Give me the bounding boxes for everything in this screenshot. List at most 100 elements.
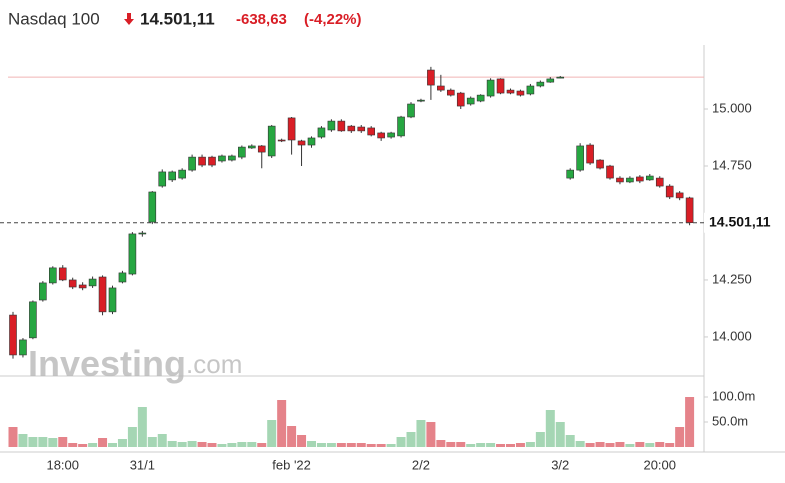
y-tick-label: 14.750	[712, 157, 752, 172]
volume-bar	[58, 437, 68, 447]
candle-body	[586, 144, 594, 164]
candle-body	[158, 171, 167, 187]
candle-body	[178, 169, 186, 179]
candle-body	[665, 185, 674, 198]
y-tick-label: 14.000	[712, 328, 752, 343]
x-tick-label: 3/2	[551, 457, 569, 472]
candle-body	[496, 78, 505, 94]
volume-bar	[147, 437, 157, 447]
volume-bar	[187, 441, 197, 447]
volume-bar	[316, 443, 326, 447]
volume-bar	[167, 441, 177, 447]
watermark: Investing.com	[28, 343, 242, 384]
volume-bar	[555, 422, 565, 447]
volume-bar	[18, 434, 28, 447]
candle-body	[188, 156, 196, 171]
candle-body	[39, 282, 47, 301]
candle-body	[68, 279, 77, 288]
candle-body	[476, 94, 485, 102]
volume-bar	[157, 434, 167, 447]
candle-body	[606, 165, 614, 179]
volume-bar	[396, 437, 406, 447]
candle-body	[267, 125, 276, 157]
candle-body	[218, 155, 226, 162]
candle-body	[417, 99, 425, 102]
candle-body	[536, 81, 545, 87]
candle-body	[556, 76, 565, 79]
volume-bar	[117, 439, 127, 447]
volume-bar	[287, 426, 297, 447]
candle-body	[257, 145, 266, 153]
candle-body	[407, 103, 415, 118]
chart-title: Nasdaq 100	[8, 9, 100, 28]
volume-bar	[436, 440, 446, 447]
volume-bar	[565, 435, 575, 447]
candle-body	[675, 192, 684, 199]
volume-bar	[496, 444, 506, 447]
candle-body	[437, 85, 445, 91]
volume-bar	[267, 420, 277, 447]
volume-bar	[346, 443, 356, 447]
candle-body	[427, 69, 435, 86]
volume-bar	[307, 441, 316, 447]
candle-body	[337, 120, 346, 132]
candle-body	[636, 176, 644, 182]
y-tick-label: 15.000	[712, 100, 752, 115]
candle-body	[98, 276, 107, 313]
candle-body	[397, 116, 405, 137]
candle-body	[78, 284, 87, 289]
volume-bar	[476, 443, 486, 447]
candle-body	[367, 127, 376, 136]
candle-body	[168, 171, 176, 181]
x-tick-label: 31/1	[130, 457, 155, 472]
volume-bar	[585, 443, 595, 447]
candle-body	[377, 132, 385, 139]
x-tick-label: 18:00	[46, 457, 79, 472]
volume-bar	[336, 443, 346, 447]
volume-bar	[297, 435, 307, 447]
candle-body	[198, 156, 206, 166]
volume-bar	[257, 443, 267, 447]
volume-bar	[207, 443, 217, 447]
x-tick-label: 2/2	[412, 457, 430, 472]
candle-body	[19, 339, 27, 356]
candle-body	[238, 146, 246, 158]
y-tick-label: 14.250	[712, 271, 752, 286]
volume-bar	[515, 443, 525, 447]
volume-tick-label: 50.0m	[712, 413, 748, 428]
candle-body	[228, 155, 236, 161]
candle-body	[208, 156, 216, 166]
candle-body	[307, 137, 316, 146]
candle-body	[466, 97, 475, 105]
candle-body	[9, 314, 17, 356]
volume-bar	[78, 444, 88, 447]
x-tick-label: 20:00	[643, 457, 676, 472]
volume-tick-label: 100.0m	[712, 388, 755, 403]
candle-body	[29, 301, 37, 339]
candle-body	[685, 197, 694, 224]
volume-bar	[356, 443, 366, 447]
volume-bar	[277, 400, 287, 447]
volume-bar	[665, 443, 675, 447]
volume-bar	[48, 438, 58, 447]
volume-bar	[416, 420, 426, 447]
candle-body	[148, 191, 157, 223]
candle-body	[327, 120, 336, 131]
candle-body	[128, 233, 137, 275]
volume-bar	[197, 442, 207, 447]
volume-bar	[506, 444, 515, 447]
volume-bar	[426, 422, 436, 447]
change-pct: (-4,22%)	[304, 11, 362, 28]
volume-bar	[525, 442, 535, 447]
volume-bar	[655, 442, 665, 447]
volume-bar	[28, 437, 38, 447]
volume-bar	[535, 432, 545, 447]
candle-body	[108, 287, 117, 313]
watermark-suffix: .com	[186, 349, 242, 379]
candle-body	[58, 267, 67, 281]
candle-body	[486, 79, 495, 97]
candle-body	[88, 278, 97, 287]
volume-bar	[237, 442, 247, 447]
volume-bar	[127, 427, 137, 447]
candle-body	[248, 145, 256, 149]
